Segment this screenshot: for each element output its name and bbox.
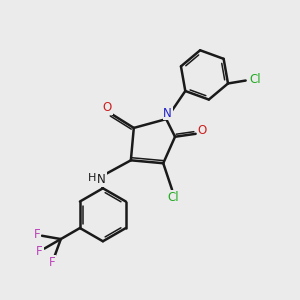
Text: H: H (88, 173, 96, 183)
Text: F: F (33, 228, 40, 241)
Text: Cl: Cl (168, 190, 179, 204)
Text: Cl: Cl (249, 74, 261, 86)
Text: O: O (103, 101, 112, 114)
Text: F: F (36, 245, 43, 258)
Text: F: F (49, 256, 56, 268)
Text: O: O (197, 124, 207, 137)
Text: N: N (97, 173, 106, 186)
Text: N: N (163, 107, 172, 120)
